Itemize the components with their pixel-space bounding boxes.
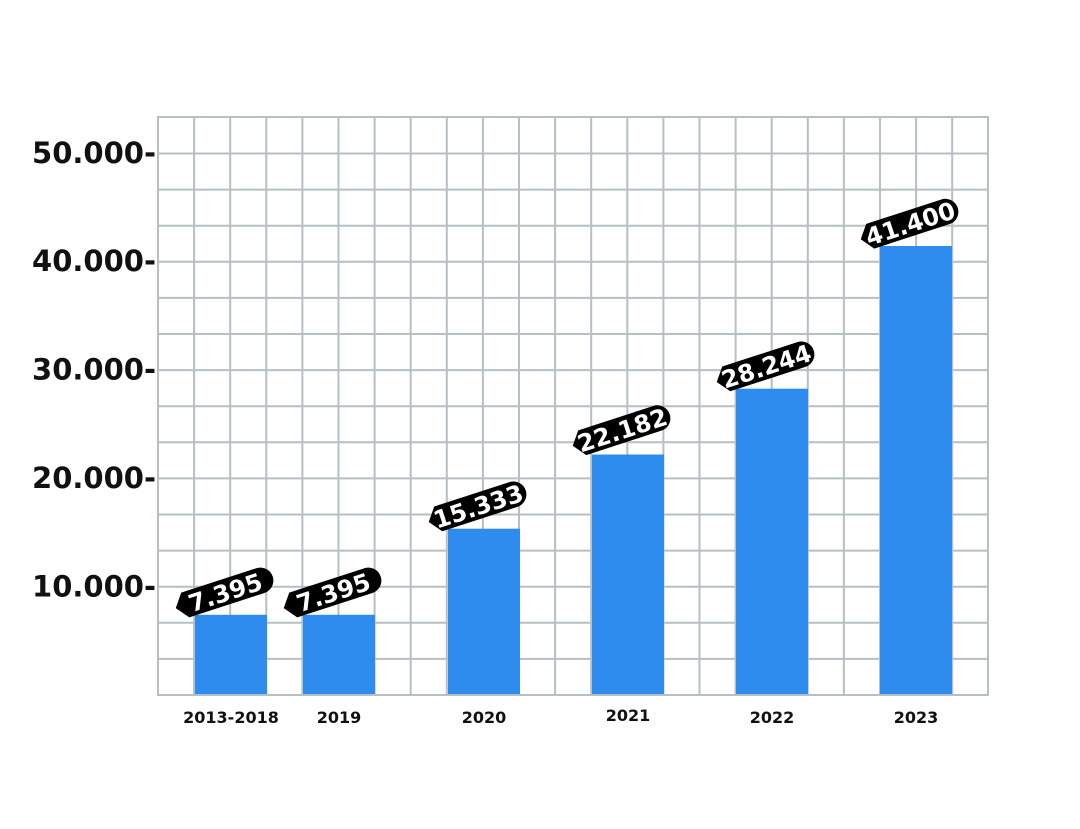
data-label-tag	[283, 567, 382, 618]
data-label: 7.395	[175, 567, 274, 618]
data-label-tag	[572, 405, 671, 456]
data-label: 7.395	[283, 567, 382, 618]
data-label-tag	[860, 198, 959, 249]
data-label: 22.182	[572, 403, 671, 458]
plot-border	[157, 116, 989, 696]
bar	[195, 614, 267, 695]
data-label-text: 28.244	[718, 339, 815, 394]
data-label-text: 41.400	[862, 197, 959, 252]
x-tick-label: 2021	[606, 706, 651, 725]
data-label-tag	[428, 481, 527, 532]
y-tick-label: 30.000-	[32, 353, 156, 387]
data-label-tag	[716, 341, 815, 392]
x-tick-label: 2019	[317, 708, 362, 727]
y-tick-label: 50.000-	[32, 136, 156, 170]
x-tick-label: 2020	[462, 708, 507, 727]
bar	[592, 454, 664, 695]
grid	[158, 117, 988, 695]
data-label-text: 22.182	[574, 403, 671, 458]
data-label-text: 15.333	[430, 479, 527, 534]
data-label: 15.333	[428, 479, 527, 535]
bar	[448, 528, 520, 695]
y-tick-label: 10.000-	[32, 570, 156, 604]
bar	[880, 246, 952, 695]
x-axis-ticks: 2013-2018 2019 2020 2021 2022 2023	[183, 706, 938, 727]
y-axis-ticks: 10.000- 20.000- 30.000- 40.000- 50.000-	[32, 136, 156, 604]
x-tick-label: 2023	[894, 708, 939, 727]
data-label: 41.400	[860, 197, 959, 252]
y-tick-label: 40.000-	[32, 244, 156, 278]
data-label-text: 7.395	[185, 568, 266, 618]
bar	[303, 614, 375, 695]
x-tick-label: 2022	[750, 708, 795, 727]
x-tick-label: 2013-2018	[183, 708, 279, 727]
data-label: 28.244	[716, 339, 815, 395]
bar	[736, 388, 808, 695]
bars	[195, 246, 952, 695]
y-tick-label: 20.000-	[32, 461, 156, 495]
data-label-text: 7.395	[293, 568, 374, 618]
data-label-tag	[175, 567, 274, 618]
